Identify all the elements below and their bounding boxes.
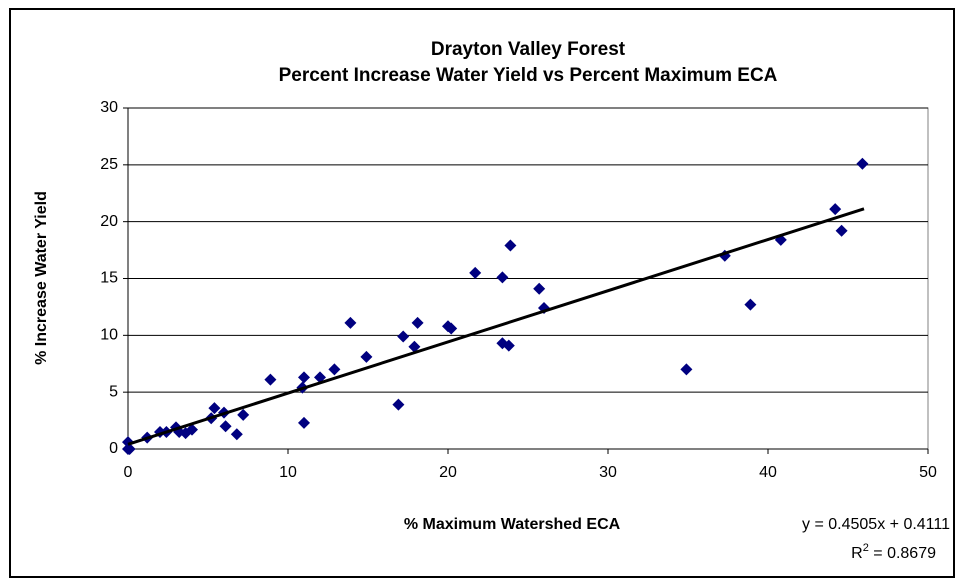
data-point <box>504 239 517 252</box>
x-tick-label: 40 <box>759 464 777 481</box>
chart-title: Drayton Valley Forest <box>431 39 626 60</box>
data-point <box>502 339 515 352</box>
y-tick-label: 0 <box>109 440 118 457</box>
data-point <box>328 363 341 376</box>
x-tick-label: 0 <box>124 464 133 481</box>
chart-subtitle: Percent Increase Water Yield vs Percent … <box>279 65 778 86</box>
data-point <box>123 443 136 455</box>
data-point <box>298 416 310 429</box>
x-tick-label: 30 <box>599 464 617 481</box>
trend-equation: y = 0.4505x + 0.4111 <box>802 516 950 533</box>
data-point <box>496 271 509 284</box>
data-point <box>219 420 232 433</box>
y-tick-label: 10 <box>100 327 118 344</box>
y-tick-label: 20 <box>100 213 118 230</box>
x-tick-label: 20 <box>439 464 457 481</box>
y-tick-label: 5 <box>109 383 118 400</box>
data-point <box>680 363 693 376</box>
x-tick-label: 10 <box>279 464 297 481</box>
y-tick-label: 30 <box>100 99 118 116</box>
r-squared-sup: 2 <box>863 542 869 554</box>
data-point <box>856 157 869 170</box>
data-point <box>744 298 757 311</box>
data-point <box>835 224 848 237</box>
data-point <box>360 350 373 363</box>
data-point <box>533 282 546 295</box>
data-point <box>392 398 405 411</box>
data-point <box>208 402 221 415</box>
data-point <box>344 316 357 329</box>
x-tick-label: 50 <box>919 464 937 481</box>
r-squared-rest: = 0.8679 <box>869 545 936 562</box>
data-point <box>445 322 458 335</box>
data-point <box>469 266 482 279</box>
r-squared-base: R <box>851 545 863 562</box>
data-point <box>186 423 198 436</box>
data-point <box>264 373 277 386</box>
y-tick-label: 25 <box>100 156 118 173</box>
y-tick-label: 15 <box>100 270 118 287</box>
trendline <box>127 207 865 446</box>
data-point <box>397 330 410 343</box>
data-point <box>411 316 424 329</box>
data-point <box>237 408 250 421</box>
data-point <box>408 340 421 353</box>
x-axis-label: % Maximum Watershed ECA <box>404 516 621 533</box>
data-point <box>298 371 310 384</box>
r-squared: R2 = 0.8679 <box>851 542 936 562</box>
y-axis-label: % Increase Water Yield <box>33 191 50 365</box>
data-point <box>829 203 842 216</box>
data-point <box>230 428 243 441</box>
